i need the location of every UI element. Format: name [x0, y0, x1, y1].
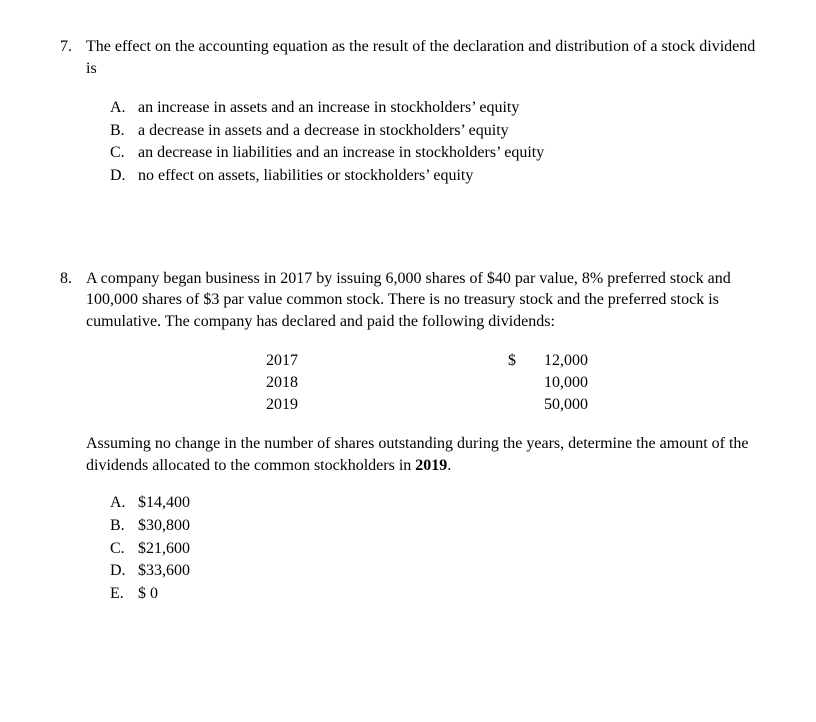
currency-symbol — [486, 394, 516, 416]
option-a: A. $14,400 — [110, 492, 760, 514]
question-prompt: The effect on the accounting equation as… — [86, 36, 760, 79]
option-letter: A. — [110, 97, 138, 119]
option-b: B. a decrease in assets and a decrease i… — [110, 120, 760, 142]
followup-post: . — [447, 457, 451, 474]
dividend-amount: 10,000 — [516, 372, 596, 394]
option-text: $ 0 — [138, 583, 760, 605]
dividend-year: 2017 — [266, 350, 326, 372]
question-number: 8. — [56, 268, 86, 606]
option-text: a decrease in assets and a decrease in s… — [138, 120, 760, 142]
table-row: 2017 $ 12,000 — [86, 350, 760, 372]
option-a: A. an increase in assets and an increase… — [110, 97, 760, 119]
option-d: D. $33,600 — [110, 560, 760, 582]
currency-symbol — [486, 372, 516, 394]
followup-year-bold: 2019 — [415, 457, 447, 474]
option-letter: D. — [110, 165, 138, 187]
dividend-amount: 12,000 — [516, 350, 596, 372]
option-text: an increase in assets and an increase in… — [138, 97, 760, 119]
option-text: $30,800 — [138, 515, 760, 537]
option-c: C. $21,600 — [110, 538, 760, 560]
question-prompt: A company began business in 2017 by issu… — [86, 268, 760, 333]
currency-symbol: $ — [486, 350, 516, 372]
option-letter: D. — [110, 560, 138, 582]
option-letter: B. — [110, 120, 138, 142]
option-b: B. $30,800 — [110, 515, 760, 537]
option-text: an decrease in liabilities and an increa… — [138, 142, 760, 164]
question-7: 7. The effect on the accounting equation… — [56, 36, 760, 188]
option-text: $21,600 — [138, 538, 760, 560]
option-letter: A. — [110, 492, 138, 514]
table-row: 2018 10,000 — [86, 372, 760, 394]
option-letter: C. — [110, 538, 138, 560]
dividend-amount: 50,000 — [516, 394, 596, 416]
option-c: C. an decrease in liabilities and an inc… — [110, 142, 760, 164]
dividends-table: 2017 $ 12,000 2018 10,000 2019 50,000 — [86, 350, 760, 415]
option-text: $14,400 — [138, 492, 760, 514]
question-body: A company began business in 2017 by issu… — [86, 268, 760, 606]
question-8: 8. A company began business in 2017 by i… — [56, 268, 760, 606]
question-number: 7. — [56, 36, 86, 188]
option-d: D. no effect on assets, liabilities or s… — [110, 165, 760, 187]
option-e: E. $ 0 — [110, 583, 760, 605]
options-list: A. $14,400 B. $30,800 C. $21,600 D. $33,… — [86, 492, 760, 604]
option-text: no effect on assets, liabilities or stoc… — [138, 165, 760, 187]
dividend-year: 2019 — [266, 394, 326, 416]
dividend-year: 2018 — [266, 372, 326, 394]
followup-question: Assuming no change in the number of shar… — [86, 433, 760, 476]
option-text: $33,600 — [138, 560, 760, 582]
options-list: A. an increase in assets and an increase… — [86, 97, 760, 186]
option-letter: E. — [110, 583, 138, 605]
table-row: 2019 50,000 — [86, 394, 760, 416]
question-body: The effect on the accounting equation as… — [86, 36, 760, 188]
option-letter: C. — [110, 142, 138, 164]
option-letter: B. — [110, 515, 138, 537]
